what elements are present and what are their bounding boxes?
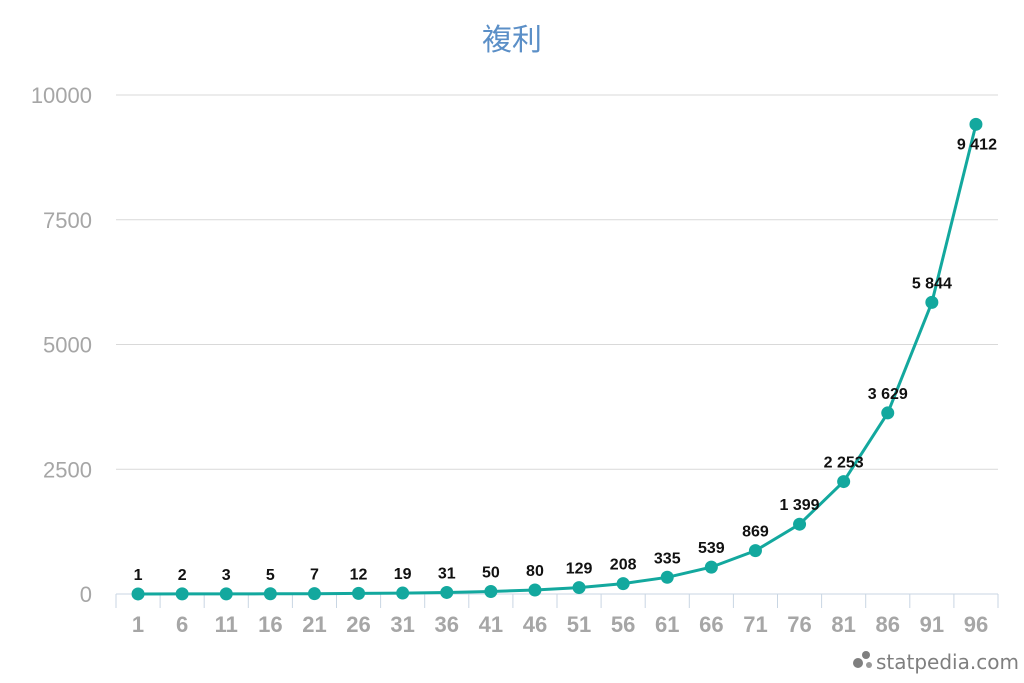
data-point <box>352 586 366 600</box>
statpedia-logo-icon <box>853 651 872 668</box>
x-tick-label: 11 <box>215 612 238 637</box>
data-label: 539 <box>698 540 725 557</box>
watermark-text: statpedia.com <box>876 650 1019 674</box>
data-point <box>837 475 851 489</box>
data-label: 19 <box>394 566 412 583</box>
data-point <box>219 587 233 601</box>
data-label: 3 <box>222 567 231 584</box>
series-line-layer <box>138 123 978 596</box>
data-point <box>704 560 718 574</box>
data-point <box>881 406 895 420</box>
data-label: 80 <box>526 563 544 580</box>
x-tick-label: 81 <box>831 612 855 637</box>
x-tick-label: 21 <box>302 612 326 637</box>
data-point <box>572 581 586 595</box>
x-tick-label: 91 <box>920 612 944 637</box>
data-point <box>660 570 674 584</box>
data-point <box>484 585 498 599</box>
x-tick-label: 36 <box>435 612 459 637</box>
data-label: 5 844 <box>912 275 952 292</box>
x-tick-label: 56 <box>611 612 635 637</box>
data-point <box>793 517 807 531</box>
data-label: 12 <box>350 566 368 583</box>
y-tick-label: 10000 <box>31 83 92 108</box>
y-tick-label: 5000 <box>43 333 92 358</box>
data-point <box>263 587 277 601</box>
y-tick-label: 2500 <box>43 457 92 482</box>
data-label: 50 <box>482 565 500 582</box>
x-axis: 1 6 11 16 21 26 31 36 41 46 51 56 61 66 71 76 81 86 91 96 <box>115 593 999 637</box>
data-point <box>131 587 145 601</box>
x-tick-label: 31 <box>390 612 414 637</box>
data-point <box>528 583 542 597</box>
y-tick-label: 7500 <box>43 208 92 233</box>
data-points <box>131 117 983 601</box>
x-tick-label: 41 <box>479 612 503 637</box>
data-point <box>307 587 321 601</box>
x-tick-label: 51 <box>567 612 591 637</box>
data-label: 7 <box>310 567 319 584</box>
data-label: 335 <box>654 550 681 567</box>
x-tick-label: 96 <box>964 612 988 637</box>
x-tick-label: 61 <box>655 612 679 637</box>
x-tick-label: 1 <box>132 612 144 637</box>
data-point <box>925 295 939 309</box>
x-tick-label: 66 <box>699 612 723 637</box>
data-label: 1 <box>134 567 143 584</box>
series-line <box>138 123 978 596</box>
y-axis: 0 2500 5000 7500 10000 <box>31 83 92 607</box>
x-tick-label: 71 <box>743 612 767 637</box>
data-label: 129 <box>566 561 593 578</box>
data-point <box>748 544 762 558</box>
data-label: 2 253 <box>824 455 864 472</box>
data-point <box>440 585 454 599</box>
data-label: 5 <box>266 567 275 584</box>
x-tick-label: 46 <box>523 612 547 637</box>
data-label: 1 399 <box>780 497 820 514</box>
data-label: 9 412 <box>957 136 997 153</box>
watermark: statpedia.com <box>853 650 1019 674</box>
data-point <box>969 117 983 131</box>
data-point <box>396 586 410 600</box>
data-point <box>616 577 630 591</box>
x-tick-label: 6 <box>176 612 188 637</box>
gridlines <box>116 94 998 470</box>
data-label: 31 <box>438 565 456 582</box>
data-label: 869 <box>742 524 769 541</box>
data-label: 208 <box>610 557 637 574</box>
data-label: 3 629 <box>868 386 908 403</box>
x-tick-label: 86 <box>876 612 900 637</box>
data-point <box>175 587 189 601</box>
data-label: 2 <box>178 567 187 584</box>
y-tick-label: 0 <box>80 582 92 607</box>
x-tick-label: 16 <box>258 612 282 637</box>
x-tick-label: 26 <box>346 612 370 637</box>
x-tick-label: 76 <box>787 612 811 637</box>
chart-title: 複利 <box>482 23 542 58</box>
